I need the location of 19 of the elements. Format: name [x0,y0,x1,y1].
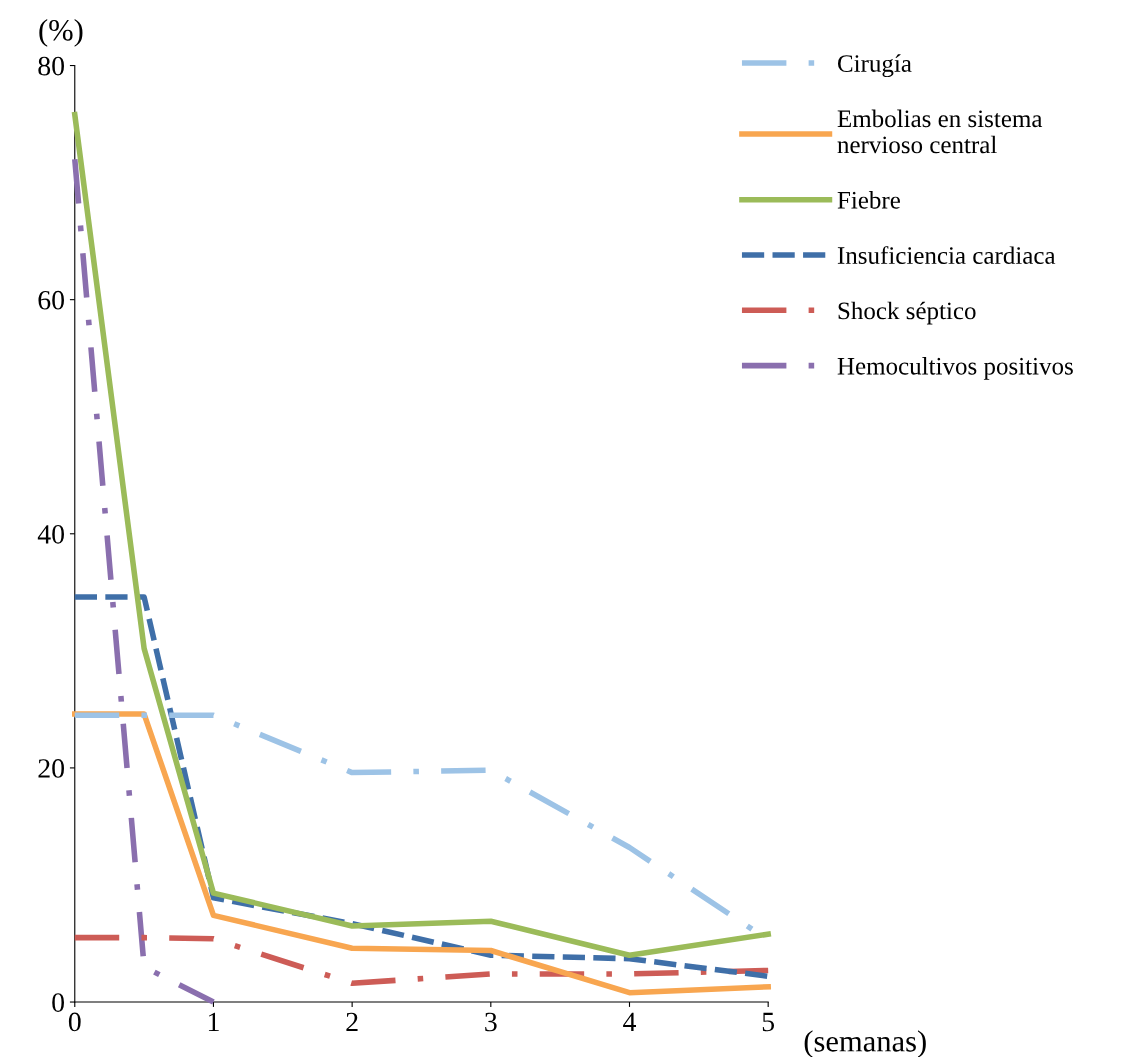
y-tick-label: 80 [38,56,64,76]
legend-label: Embolias en sistema nervioso central [837,109,1043,154]
x-tick-label: 2 [346,1012,358,1032]
y-axis-title: (%) [39,19,83,47]
x-tick-label: 0 [68,1012,81,1032]
x-tick-label: 3 [485,1012,497,1032]
y-tick-label: 0 [52,993,64,1012]
x-axis-title: (semanas) [804,1030,926,1057]
y-tick-label: 60 [38,290,64,310]
y-tick-label: 20 [38,759,64,778]
x-tick-label: 1 [208,1012,219,1032]
legend-label: Insuficiencia cardiaca [837,246,1056,264]
x-tick-label: 5 [762,1012,775,1032]
y-tick-label: 40 [37,524,64,544]
legend-label: Cirugía [837,54,912,78]
legend-label: Fiebre [837,191,900,209]
legend-label: Shock séptico [838,301,976,325]
legend-label: Hemocultivos positivos [837,357,1073,380]
x-tick-label: 4 [623,1012,637,1032]
